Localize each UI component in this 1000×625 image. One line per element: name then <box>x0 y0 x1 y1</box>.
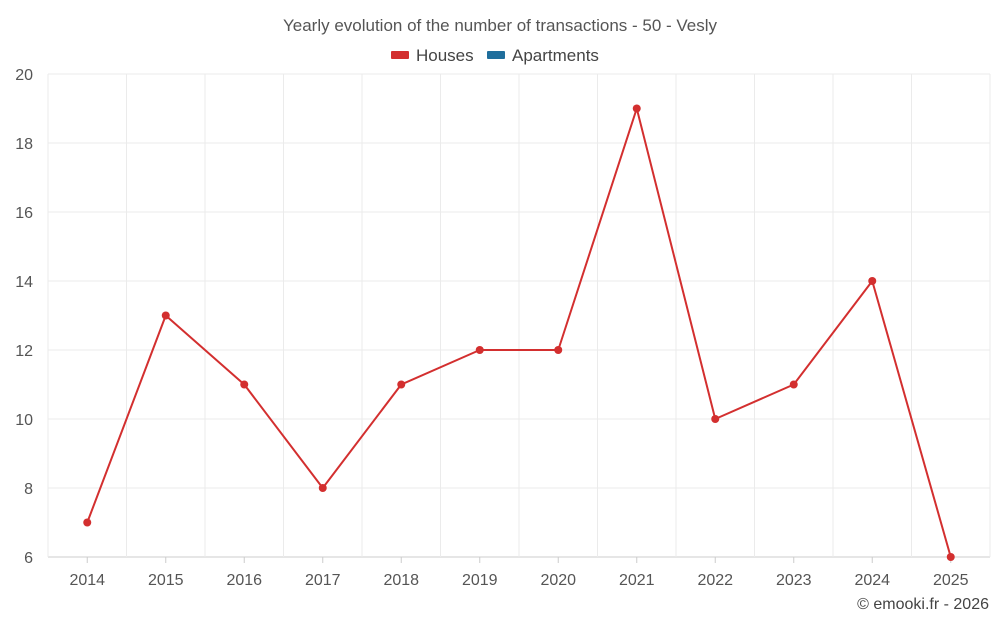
y-tick-label: 18 <box>15 136 33 153</box>
data-point[interactable] <box>161 311 170 320</box>
legend: Houses Apartments <box>391 46 599 65</box>
legend-item-apartments[interactable]: Apartments <box>487 46 599 65</box>
data-point[interactable] <box>946 553 955 561</box>
y-tick-label: 10 <box>15 412 33 429</box>
data-point[interactable] <box>711 415 720 423</box>
data-point[interactable] <box>632 104 641 113</box>
data-point[interactable] <box>318 484 327 492</box>
x-tick-label: 2017 <box>305 572 341 589</box>
y-tick-label: 8 <box>24 481 33 498</box>
data-series <box>83 104 955 561</box>
x-tick-label: 2023 <box>776 572 812 589</box>
y-tick-label: 16 <box>15 205 33 222</box>
legend-label-houses: Houses <box>416 46 474 65</box>
x-tick-label: 2025 <box>933 572 969 589</box>
y-tick-label: 20 <box>15 67 33 84</box>
chart-title: Yearly evolution of the number of transa… <box>283 16 718 35</box>
x-tick-label: 2022 <box>697 572 733 589</box>
data-point[interactable] <box>554 346 563 354</box>
x-tick-label: 2014 <box>69 572 105 589</box>
x-tick-label: 2024 <box>854 572 890 589</box>
x-tick-label: 2018 <box>383 572 419 589</box>
data-point[interactable] <box>240 380 249 389</box>
data-point[interactable] <box>789 380 798 389</box>
legend-label-apartments: Apartments <box>512 46 599 65</box>
legend-item-houses[interactable]: Houses <box>391 46 474 65</box>
y-axis-ticks: 6 8 10 12 14 16 18 20 <box>15 67 33 567</box>
x-axis-ticks: 2014 2015 2016 2017 2018 2019 2020 2021 2022 2023… <box>69 557 969 589</box>
data-point[interactable] <box>868 277 877 285</box>
x-tick-label: 2016 <box>226 572 262 589</box>
grid <box>47 73 991 558</box>
data-point[interactable] <box>83 518 92 527</box>
credit-text: © emooki.fr - 2026 <box>857 596 989 613</box>
x-tick-label: 2021 <box>619 572 655 589</box>
x-tick-label: 2019 <box>462 572 498 589</box>
legend-swatch-apartments <box>487 51 505 59</box>
x-tick-label: 2015 <box>148 572 184 589</box>
data-point[interactable] <box>475 346 484 354</box>
series-line-houses <box>86 107 952 558</box>
data-point[interactable] <box>397 380 406 389</box>
y-tick-label: 12 <box>15 343 33 360</box>
y-tick-label: 14 <box>15 274 33 291</box>
y-tick-label: 6 <box>24 550 33 567</box>
x-tick-label: 2020 <box>540 572 576 589</box>
legend-swatch-houses <box>391 51 409 59</box>
